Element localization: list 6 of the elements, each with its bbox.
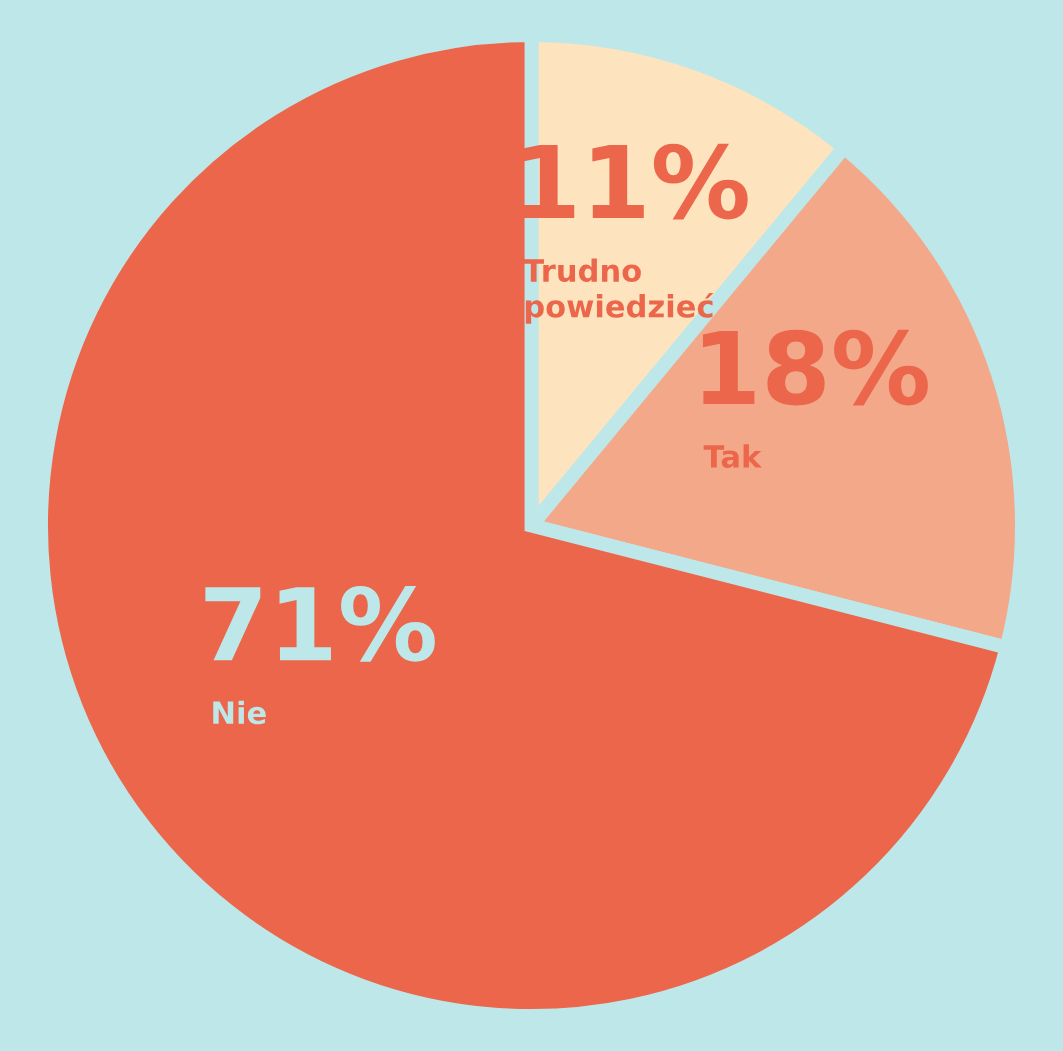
slice-label: Trudno powiedzieć — [523, 258, 714, 324]
data-label: 11% — [522, 143, 748, 220]
data-label: 18% — [702, 329, 928, 406]
data-label: 71% — [205, 586, 435, 662]
slice-label: Nie — [213, 700, 266, 725]
slice-label: Tak — [703, 444, 762, 469]
